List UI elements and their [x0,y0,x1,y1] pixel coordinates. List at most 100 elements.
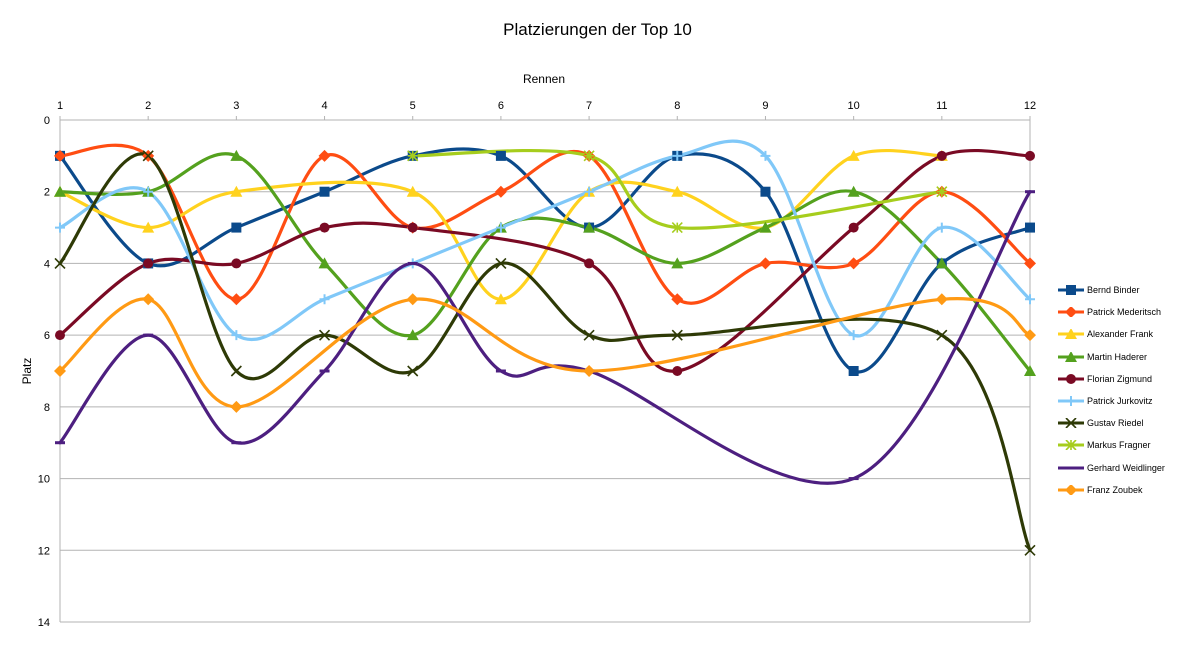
data-point [319,222,330,233]
data-point [143,186,154,197]
legend-label: Gerhard Weidlinger [1087,462,1165,473]
legend-marker [1065,307,1077,318]
data-point [935,293,948,306]
data-point [231,330,242,341]
legend-marker [1066,373,1076,384]
legend-item: Bernd Binder [1058,279,1184,301]
data-point [406,329,419,341]
x-tick-label: 7 [586,100,592,112]
legend-item: Florian Zigmund [1058,368,1184,390]
legend-item: Franz Zoubek [1058,479,1184,501]
data-point [230,400,243,413]
legend-swatch [1058,307,1084,318]
x-axis-label: Rennen [523,72,565,86]
series-line [58,143,1032,305]
data-point [54,185,66,197]
legend-label: Alexander Frank [1087,329,1154,340]
data-point [1025,150,1035,161]
y-tick-label: 8 [44,402,50,414]
data-point [671,257,684,269]
legend-marker [1065,418,1077,429]
data-point [54,149,66,162]
series-lines [58,139,1032,552]
data-point [847,149,860,161]
data-point [230,149,243,161]
data-point [936,222,947,233]
data-point [760,150,771,161]
data-point [759,257,772,270]
data-point [319,186,330,197]
x-tick-label: 1 [57,100,63,112]
data-point [142,150,154,162]
data-point [672,150,683,161]
legend-marker [1066,396,1076,407]
legend-label: Franz Zoubek [1087,484,1143,495]
x-tick-label: 3 [233,100,239,112]
legend-marker [1065,329,1077,340]
data-point [495,222,506,233]
data-point [1025,222,1035,233]
data-point [55,222,65,233]
data-point [495,150,506,161]
data-point [142,293,155,306]
data-point [936,150,947,161]
data-point [584,186,595,197]
data-point [1024,329,1036,342]
data-point [318,149,331,162]
series-line [58,190,1032,485]
legend-label: Markus Fragner [1087,440,1151,451]
data-point [671,293,684,306]
legend-swatch [1058,329,1084,340]
legend-label: Patrick Jurkovitz [1087,396,1153,407]
data-point [319,294,330,305]
legend-swatch [1058,440,1084,451]
legend-item: Martin Haderer [1058,346,1184,368]
legend-swatch [1058,396,1084,407]
data-point [318,257,331,269]
legend-label: Gustav Riedel [1087,418,1144,429]
data-point [1024,257,1036,270]
data-point [848,330,859,341]
y-axis-label: Platz [20,358,34,385]
legend-label: Martin Haderer [1087,351,1148,362]
series-line [58,147,1032,374]
legend-swatch [1058,285,1084,296]
y-tick-label: 14 [38,617,50,629]
data-point [671,329,683,341]
series-line [58,297,1032,409]
y-tick-label: 4 [44,258,50,270]
legend-item: Patrick Mederitsch [1058,301,1184,323]
legend-swatch [1058,373,1084,384]
x-tick-label: 12 [1024,100,1036,112]
legend-item: Markus Fragner [1058,434,1184,456]
data-point [407,365,419,377]
data-point [759,221,772,233]
series-markers [54,149,1036,556]
legend-label: Patrick Mederitsch [1087,307,1162,318]
data-point [935,257,948,269]
data-point [848,366,859,376]
y-tick-label: 6 [44,330,50,342]
data-point [847,185,860,197]
data-point [406,185,419,197]
data-point [55,330,65,341]
data-point [847,257,860,270]
data-point [1024,365,1036,376]
data-point [760,186,771,197]
data-point [54,257,66,269]
data-point [584,258,595,269]
data-point [142,221,155,233]
data-point [230,365,242,377]
series-line [58,148,1032,373]
x-tick-label: 5 [410,100,416,112]
data-point [1024,544,1036,556]
data-point [495,257,507,269]
data-point [407,222,418,233]
y-tick-label: 12 [38,545,50,557]
legend-swatch [1058,418,1084,429]
data-point [936,186,948,198]
series-line [58,148,944,301]
legend-marker [1065,440,1077,451]
x-tick-label: 8 [674,100,680,112]
